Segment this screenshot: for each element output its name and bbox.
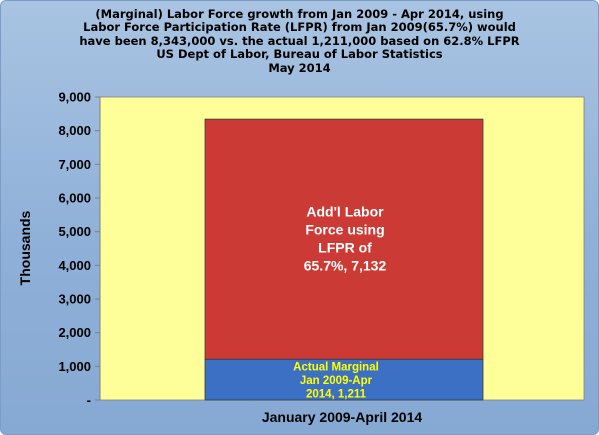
y-tick-label: 5,000 — [58, 224, 91, 239]
chart-title-line: US Dept of Labor, Bureau of Labor Statis… — [156, 47, 443, 62]
x-category-label: January 2009-April 2014 — [262, 409, 423, 425]
y-tick-label: - — [87, 393, 91, 408]
y-axis-title: Thousands — [17, 210, 33, 285]
data-label-additional: Force using — [305, 222, 384, 238]
y-axis: - 1,000 2,000 3,000 4,000 5,000 6,000 7,000 8,00… — [58, 90, 101, 408]
data-label-additional: Add'l Labor — [306, 204, 384, 220]
y-tick-label: 2,000 — [58, 325, 91, 340]
data-label-additional: LFPR of — [318, 240, 372, 256]
data-label-actual: Actual Marginal — [293, 362, 379, 374]
data-label-actual: 2014, 1,211 — [306, 389, 367, 401]
y-tick-label: 1,000 — [58, 359, 91, 374]
bars — [204, 118, 484, 401]
chart-title-line: May 2014 — [268, 60, 331, 75]
bar-segment-actual — [204, 358, 484, 401]
y-tick-label: 9,000 — [58, 90, 91, 105]
y-tick-label: 3,000 — [58, 292, 91, 307]
y-tick-label: 7,000 — [58, 157, 91, 172]
y-tick-label: 6,000 — [58, 191, 91, 206]
y-tick-label: 4,000 — [58, 258, 91, 273]
y-tick-label: 8,000 — [58, 123, 91, 138]
chart-title-line: (Marginal) Labor Force growth from Jan 2… — [95, 7, 504, 21]
chart-title-line: have been 8,343,000 vs. the actual 1,211… — [79, 33, 520, 48]
chart-title: (Marginal) Labor Force growth from Jan 2… — [0, 7, 599, 75]
data-label-actual: Jan 2009-Apr — [300, 375, 373, 387]
data-label-additional: 65.7%, 7,132 — [304, 258, 387, 274]
bar-segment-additional — [204, 118, 484, 360]
chart-title-line: Labor Force Participation Rate (LFPR) fr… — [83, 20, 516, 35]
